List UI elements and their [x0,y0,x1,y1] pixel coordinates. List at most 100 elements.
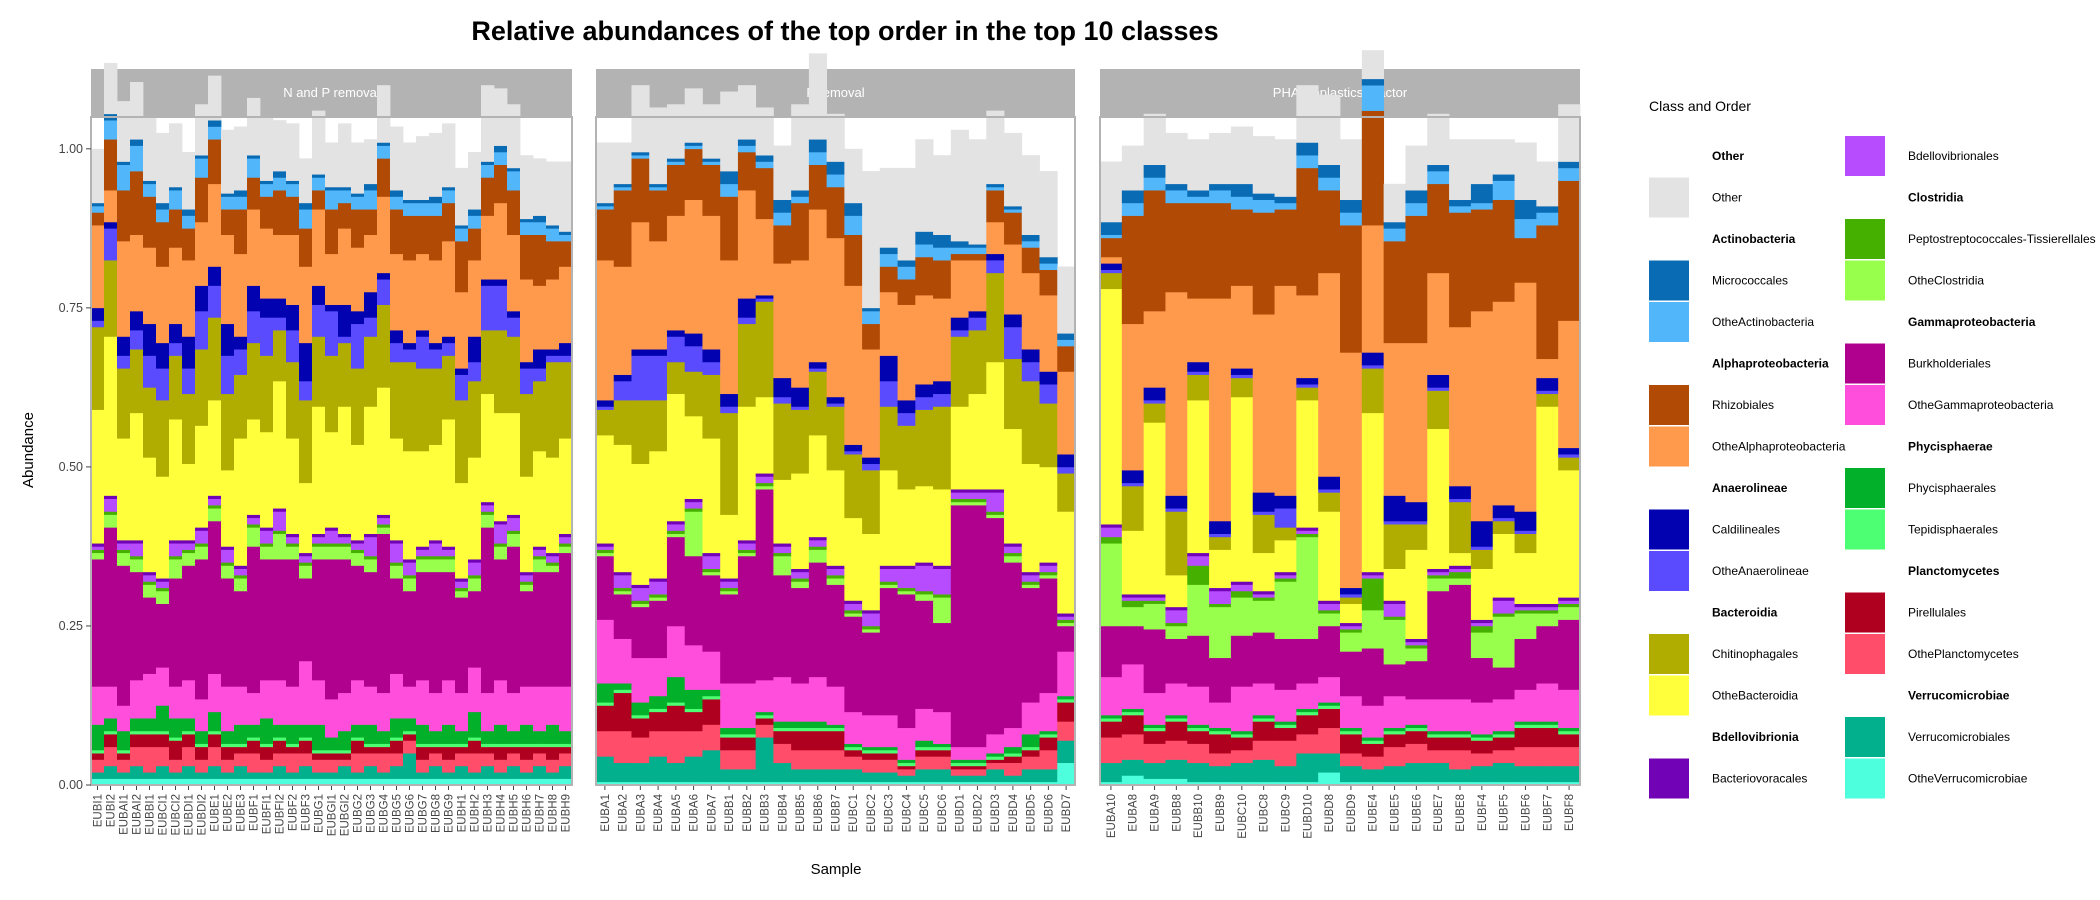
bar-segment [429,444,443,541]
bar-segment [1318,190,1341,274]
bar-segment [1405,641,1428,646]
bar-segment [1318,753,1341,773]
bar-segment [169,578,183,687]
bar-segment [377,279,391,305]
bar-segment [1296,708,1319,713]
bar-segment [1492,613,1515,617]
bar-segment [1274,724,1297,729]
x-tick-label: EUBGI2 [340,794,352,836]
bar-segment [968,253,987,261]
bar-segment [156,730,170,735]
bar-segment [666,702,686,706]
bar-segment [104,336,118,496]
bar-segment [156,209,170,223]
bar-segment [720,171,739,185]
bar-segment [879,381,898,407]
bar-segment [221,686,235,732]
bar-segment [986,762,1005,770]
bar-segment [1318,476,1341,490]
bar-segment [546,562,560,566]
bar-segment [156,778,170,786]
bar-segment [1274,765,1297,783]
bar-segment [286,543,300,547]
bar-segment [879,167,898,248]
bar-segment [442,724,456,744]
bar-segment [299,555,313,563]
bar-segment [649,400,668,452]
bar-segment [666,533,686,538]
bar-segment [91,724,105,751]
bar-segment [1340,632,1363,652]
bar-segment [1021,781,1040,786]
bar-segment [221,746,235,760]
bar-segment [351,552,365,566]
bar-segment [862,772,881,783]
bar-segment [1427,272,1450,375]
bar-segment [666,361,686,395]
bar-segment [117,336,131,356]
bar-segment [737,543,757,550]
bar-segment [1405,727,1428,732]
bar-segment [390,740,404,754]
bar-segment [208,495,222,500]
bar-segment [649,183,668,188]
bar-segment [91,202,105,207]
bar-segment [468,209,482,216]
bar-segment [1318,489,1341,493]
bar-segment [1187,743,1210,764]
bar-segment [1252,721,1275,741]
bar-segment [755,680,774,713]
bar-segment [1318,625,1341,678]
bar-segment [1165,132,1188,185]
bar-segment [195,559,209,700]
bar-segment [720,737,739,751]
legend-label: OtheVerrucomicrobiae [1908,772,2028,786]
bar-segment [791,578,810,582]
bar-segment [737,151,757,191]
bar-segment [91,212,105,226]
bar-segment [442,743,456,748]
bar-segment [897,565,916,569]
bar-segment [182,209,196,216]
bar-segment [468,215,482,229]
bar-segment [312,209,326,286]
bar-segment [844,517,863,601]
bar-segment [879,750,898,754]
bar-segment [312,304,326,337]
bar-segment [169,190,183,210]
bar-segment [481,778,495,786]
bar-segment [1405,660,1428,700]
bar-segment [808,676,828,722]
bar-segment [1536,225,1559,360]
bar-segment [390,578,404,674]
bar-segment [897,266,916,280]
bar-segment [1536,765,1559,783]
bar-segment [596,730,615,757]
bar-segment [1536,683,1559,722]
bar-segment [1039,578,1058,694]
bar-segment [1427,171,1450,185]
x-tick-label: EUBG2 [353,794,365,833]
bar-segment [403,349,417,363]
bar-segment [1230,750,1254,764]
bar-segment [156,202,170,210]
bar-segment [1100,721,1123,738]
bar-segment [596,206,615,210]
bar-segment [494,151,508,166]
bar-segment [117,101,131,162]
bar-segment [1383,746,1406,767]
bar-segment [533,549,547,557]
bar-segment [117,759,131,773]
bar-segment [1143,600,1166,604]
bar-segment [844,600,863,604]
bar-segment [325,186,339,191]
bar-segment [1514,638,1537,690]
bar-segment [1383,495,1406,522]
bar-segment [195,743,209,748]
bar-segment [273,765,287,779]
bar-segment [933,769,952,783]
bar-segment [247,524,261,528]
bar-segment [260,746,274,760]
bar-segment [1449,737,1472,751]
